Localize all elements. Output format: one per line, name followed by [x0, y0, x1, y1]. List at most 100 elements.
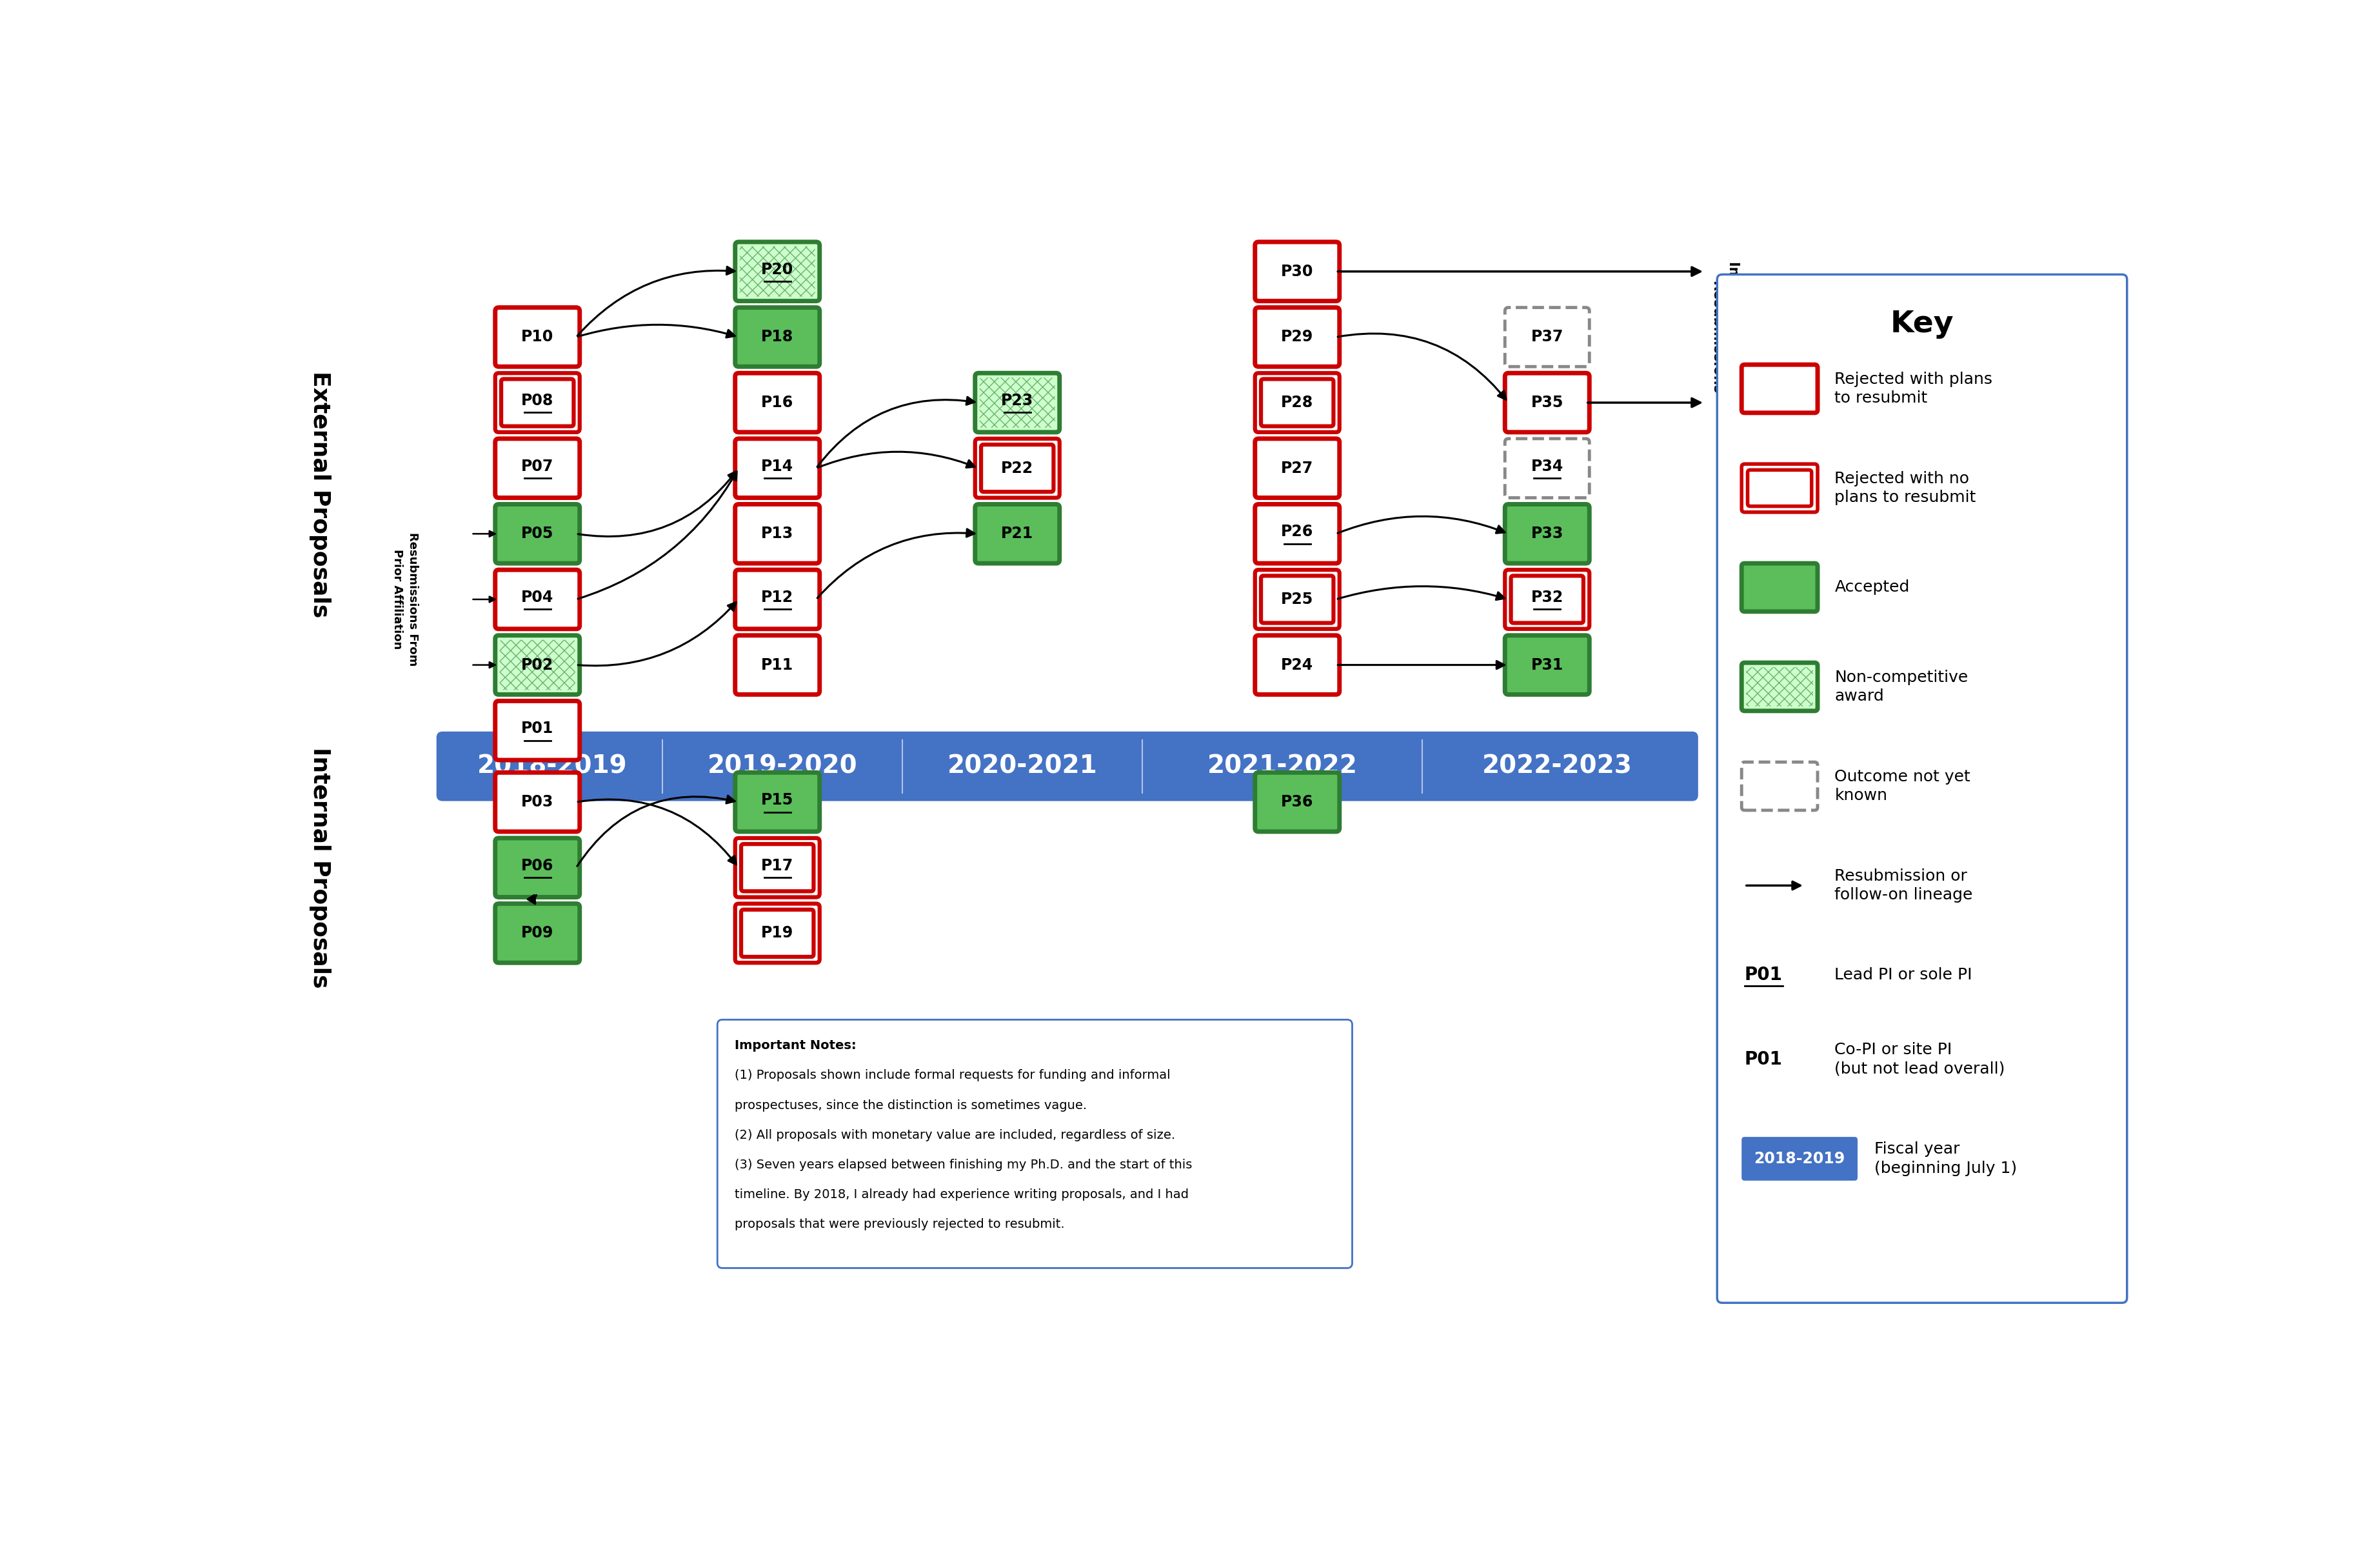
FancyBboxPatch shape [1254, 438, 1340, 498]
Text: P17: P17 [762, 857, 793, 873]
FancyBboxPatch shape [735, 373, 819, 432]
Text: P26: P26 [1280, 524, 1314, 540]
FancyBboxPatch shape [1511, 575, 1583, 623]
Text: P35: P35 [1530, 395, 1564, 410]
Text: Rejected with no
plans to resubmit: Rejected with no plans to resubmit [1835, 470, 1975, 506]
FancyBboxPatch shape [1747, 470, 1811, 506]
Text: P32: P32 [1530, 589, 1564, 604]
FancyBboxPatch shape [981, 444, 1054, 492]
Text: P13: P13 [762, 526, 793, 541]
FancyBboxPatch shape [735, 635, 819, 694]
Text: P25: P25 [1280, 592, 1314, 608]
Text: 2022-2023: 2022-2023 [1483, 754, 1633, 779]
FancyBboxPatch shape [1504, 504, 1590, 563]
Text: P28: P28 [1280, 395, 1314, 410]
Text: P22: P22 [1002, 461, 1033, 476]
FancyBboxPatch shape [735, 307, 819, 367]
Text: P33: P33 [1530, 526, 1564, 541]
Text: P36: P36 [1280, 794, 1314, 810]
Text: P29: P29 [1280, 330, 1314, 345]
Text: P07: P07 [521, 458, 555, 473]
FancyBboxPatch shape [495, 307, 581, 367]
FancyBboxPatch shape [1254, 307, 1340, 367]
FancyBboxPatch shape [436, 731, 1697, 800]
FancyBboxPatch shape [502, 379, 574, 426]
Text: 2018-2019: 2018-2019 [1754, 1150, 1844, 1166]
FancyBboxPatch shape [495, 504, 581, 563]
Text: P18: P18 [762, 330, 793, 345]
FancyBboxPatch shape [1504, 438, 1590, 498]
Text: P34: P34 [1530, 458, 1564, 473]
Text: 2018-2019: 2018-2019 [478, 754, 628, 779]
Text: P06: P06 [521, 857, 555, 873]
FancyBboxPatch shape [1742, 1136, 1856, 1181]
FancyBboxPatch shape [1254, 504, 1340, 563]
Text: Co-PI or site PI
(but not lead overall): Co-PI or site PI (but not lead overall) [1835, 1042, 2004, 1076]
Text: (3) Seven years elapsed between finishing my Ph.D. and the start of this: (3) Seven years elapsed between finishin… [735, 1158, 1192, 1170]
FancyBboxPatch shape [735, 571, 819, 629]
FancyBboxPatch shape [495, 635, 581, 694]
Text: P01: P01 [521, 720, 555, 736]
FancyBboxPatch shape [1742, 663, 1818, 711]
Text: P11: P11 [762, 657, 793, 672]
Text: Internal Proposals: Internal Proposals [309, 748, 331, 988]
FancyBboxPatch shape [1504, 307, 1590, 367]
Text: Fiscal year
(beginning July 1): Fiscal year (beginning July 1) [1875, 1141, 2018, 1177]
Text: Accepted: Accepted [1835, 580, 1909, 595]
Text: Resubmission or
follow-on lineage: Resubmission or follow-on lineage [1835, 868, 1973, 904]
FancyBboxPatch shape [1254, 635, 1340, 694]
FancyBboxPatch shape [716, 1019, 1352, 1268]
Text: P10: P10 [521, 330, 555, 345]
FancyBboxPatch shape [1742, 364, 1818, 413]
Text: P01: P01 [1745, 1050, 1783, 1069]
Text: Lead PI or sole PI: Lead PI or sole PI [1835, 967, 1973, 982]
FancyBboxPatch shape [495, 839, 581, 897]
FancyBboxPatch shape [495, 904, 581, 962]
Text: P21: P21 [1002, 526, 1033, 541]
Text: P08: P08 [521, 393, 555, 409]
Text: Important Notes:: Important Notes: [735, 1039, 857, 1052]
Text: P31: P31 [1530, 657, 1564, 672]
FancyBboxPatch shape [1716, 274, 2128, 1303]
FancyBboxPatch shape [495, 571, 581, 629]
FancyBboxPatch shape [1504, 373, 1590, 432]
FancyBboxPatch shape [1254, 242, 1340, 301]
Text: P05: P05 [521, 526, 555, 541]
FancyBboxPatch shape [495, 702, 581, 760]
FancyBboxPatch shape [740, 910, 814, 956]
Text: P27: P27 [1280, 461, 1314, 476]
Text: (1) Proposals shown include formal requests for funding and informal: (1) Proposals shown include formal reque… [735, 1069, 1171, 1081]
Text: P04: P04 [521, 589, 555, 604]
Text: (2) All proposals with monetary value are included, regardless of size.: (2) All proposals with monetary value ar… [735, 1129, 1176, 1141]
FancyBboxPatch shape [976, 504, 1059, 563]
FancyBboxPatch shape [735, 773, 819, 831]
Text: P16: P16 [762, 395, 793, 410]
Text: Key: Key [1890, 310, 1954, 339]
Text: P02: P02 [521, 657, 555, 672]
Text: 2019-2020: 2019-2020 [707, 754, 857, 779]
FancyBboxPatch shape [1742, 762, 1818, 810]
Text: P09: P09 [521, 925, 555, 941]
Text: Outcome not yet
known: Outcome not yet known [1835, 769, 1971, 803]
Text: timeline. By 2018, I already had experience writing proposals, and I had: timeline. By 2018, I already had experie… [735, 1189, 1190, 1201]
FancyBboxPatch shape [1261, 379, 1333, 426]
Text: External Proposals: External Proposals [309, 370, 331, 617]
Text: Rejected with plans
to resubmit: Rejected with plans to resubmit [1835, 372, 1992, 406]
FancyBboxPatch shape [976, 373, 1059, 432]
Text: P20: P20 [762, 262, 793, 278]
Text: P19: P19 [762, 925, 793, 941]
FancyBboxPatch shape [735, 438, 819, 498]
FancyBboxPatch shape [1261, 575, 1333, 623]
FancyBboxPatch shape [740, 843, 814, 891]
Text: prospectuses, since the distinction is sometimes vague.: prospectuses, since the distinction is s… [735, 1099, 1088, 1112]
Text: P15: P15 [762, 793, 793, 808]
FancyBboxPatch shape [1504, 635, 1590, 694]
FancyBboxPatch shape [1254, 773, 1340, 831]
Text: Resubmissions From
Prior Affiliation: Resubmissions From Prior Affiliation [393, 532, 419, 666]
Text: 2021-2022: 2021-2022 [1207, 754, 1357, 779]
Text: P30: P30 [1280, 264, 1314, 279]
FancyBboxPatch shape [735, 242, 819, 301]
FancyBboxPatch shape [495, 438, 581, 498]
Text: P01: P01 [1745, 965, 1783, 984]
Text: P23: P23 [1002, 393, 1033, 409]
